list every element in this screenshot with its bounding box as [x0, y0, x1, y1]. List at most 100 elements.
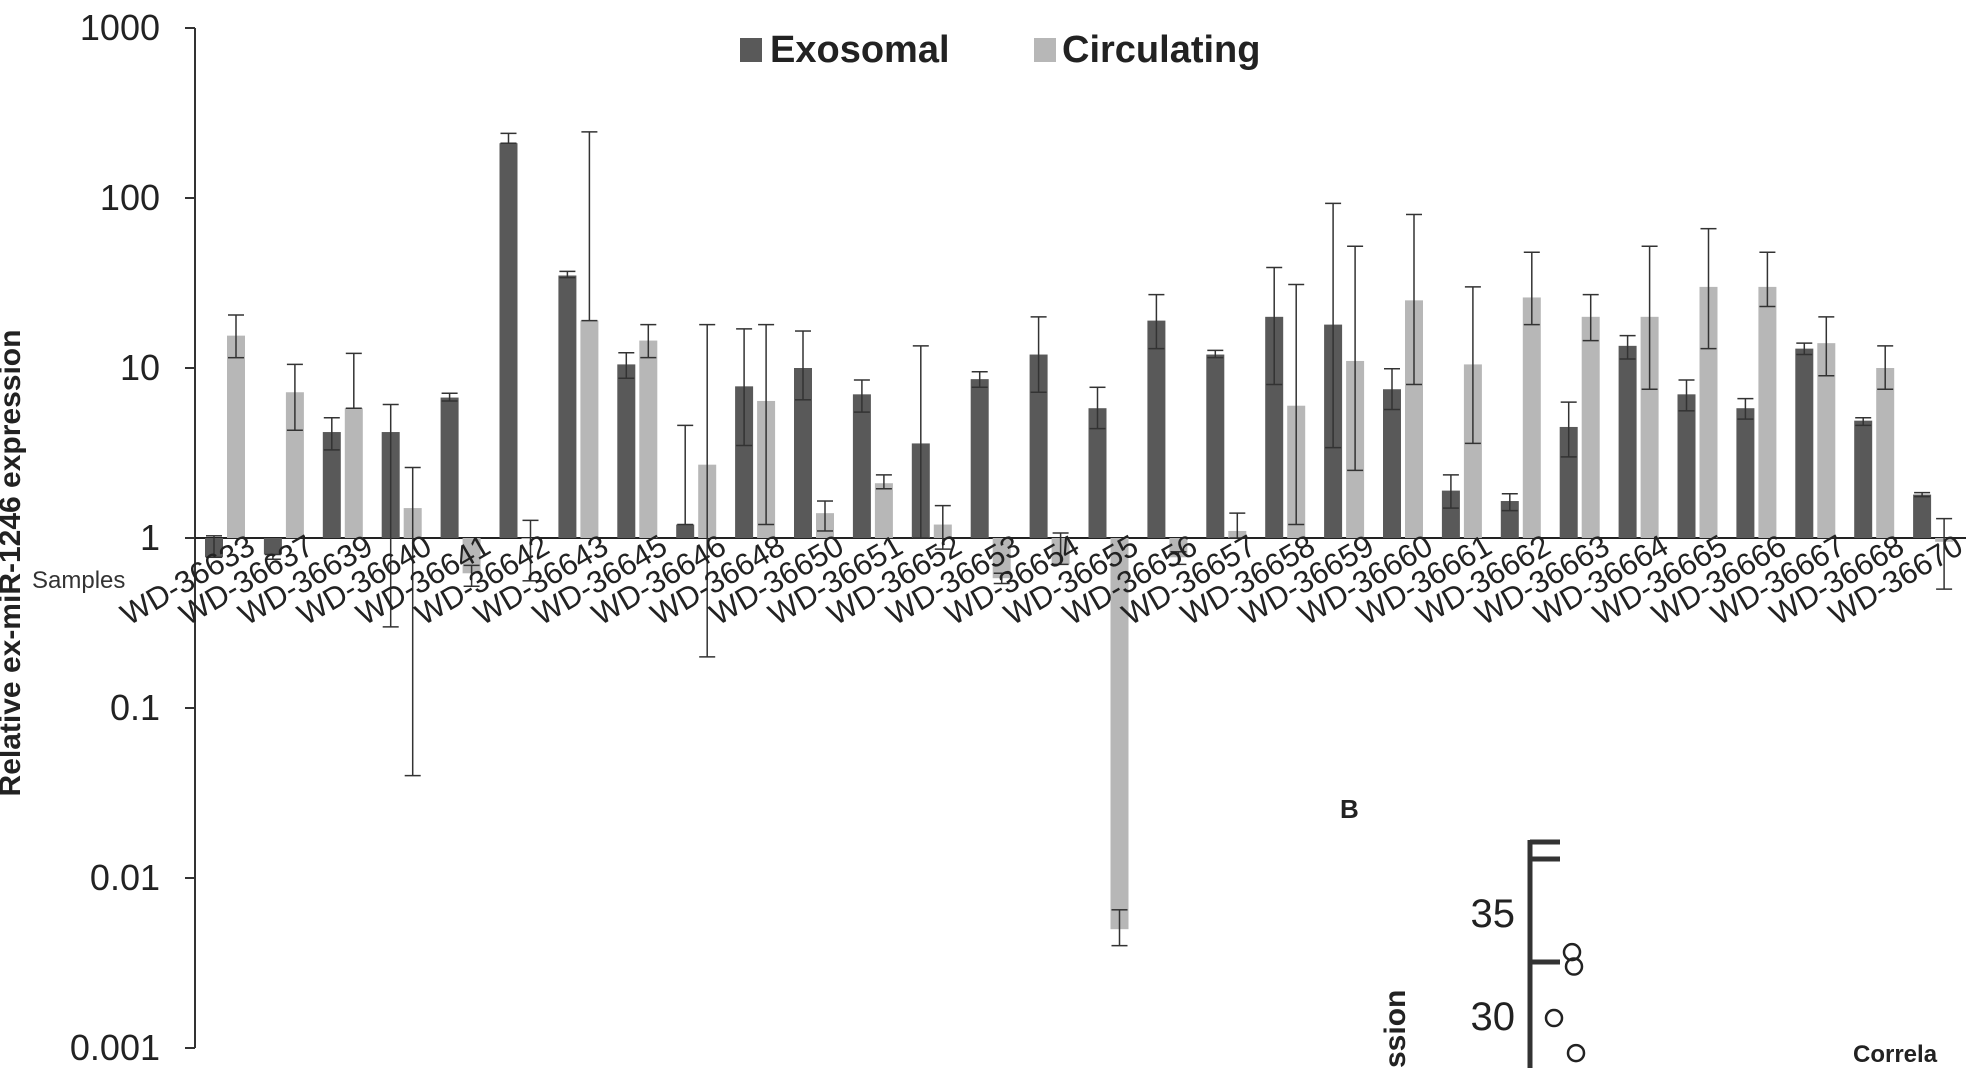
legend-swatch-circulating — [1034, 38, 1056, 62]
panel-b-tick-label: 30 — [1471, 995, 1516, 1039]
error-bar — [758, 323, 775, 526]
legend: Exosomal Circulating — [740, 29, 1260, 71]
error-bar — [1442, 474, 1459, 509]
exosomal-bar — [499, 143, 518, 538]
panel-b: B 30 35 ssion Correla — [1340, 794, 1938, 1068]
y-tick-label: 10 — [120, 347, 160, 388]
x-axis-title: Samples — [32, 567, 125, 594]
error-bar — [1384, 367, 1400, 411]
exosomal-bar — [1206, 354, 1225, 538]
error-bar — [1619, 334, 1636, 360]
y-tick-label: 0.01 — [90, 857, 160, 898]
circulating-bar — [1876, 368, 1895, 538]
error-bar — [286, 363, 303, 432]
exosomal-bar — [794, 368, 812, 538]
exosomal-bar — [1795, 348, 1814, 538]
error-bar — [1347, 245, 1364, 472]
circulating-bar — [1463, 364, 1482, 538]
error-bar — [581, 131, 598, 322]
exosomal-bar — [558, 275, 577, 538]
error-bar — [795, 330, 811, 401]
panel-b-ticks: 30 35 — [1471, 856, 1560, 1039]
panel-b-points — [1544, 942, 1586, 1063]
error-bar — [1089, 386, 1106, 430]
error-bars — [206, 131, 1953, 947]
error-bar — [1229, 512, 1246, 539]
circulating-bar — [1758, 286, 1777, 538]
error-bar — [934, 504, 951, 550]
error-bar — [875, 474, 892, 490]
error-bar — [441, 392, 458, 402]
error-bar — [1111, 909, 1128, 947]
circulating-bar — [285, 392, 304, 538]
exosomal-bar — [1854, 420, 1873, 538]
error-bar — [206, 535, 222, 559]
y-axis-ticks: 0.001 0.01 0.1 1 10 100 1000 — [70, 7, 195, 1068]
error-bar — [971, 371, 988, 389]
error-bar — [1523, 251, 1540, 326]
error-bar — [382, 403, 399, 628]
error-bar — [817, 500, 833, 532]
x-tick-labels: WD-36633WD-36637WD-36639WD-36640WD-36641… — [115, 528, 1966, 632]
error-bar — [1678, 379, 1695, 412]
panel-b-point — [1564, 957, 1584, 976]
circulating-bar — [1581, 316, 1600, 538]
error-bar — [1560, 401, 1577, 458]
error-bar — [323, 416, 340, 451]
error-bar — [264, 553, 281, 560]
circulating-bar — [639, 340, 658, 538]
circulating-bar — [1405, 300, 1423, 538]
exosomal-bar — [970, 379, 989, 538]
error-bar — [345, 352, 362, 409]
error-bar — [1796, 342, 1813, 356]
error-bar — [912, 345, 929, 539]
circulating-bar — [874, 483, 893, 538]
error-bar — [522, 519, 539, 582]
error-bar — [559, 270, 576, 279]
legend-label-circulating: Circulating — [1062, 29, 1260, 71]
y-tick-label: 1 — [140, 517, 160, 558]
error-bar — [1148, 293, 1165, 350]
exosomal-bar — [322, 432, 341, 538]
y-tick-label: 0.001 — [70, 1027, 160, 1068]
error-bar — [1914, 491, 1931, 498]
error-bar — [1818, 316, 1835, 377]
error-bar — [1207, 349, 1224, 359]
error-bar — [1759, 251, 1776, 308]
error-bar — [1030, 316, 1047, 394]
circulating-bar — [580, 320, 599, 538]
error-bar — [1266, 266, 1283, 386]
circulating-bar — [1640, 316, 1659, 538]
error-bar — [853, 379, 870, 413]
panel-b-label: B — [1340, 794, 1359, 824]
exosomal-bar — [1029, 354, 1048, 538]
error-bar — [1406, 213, 1422, 386]
exosomal-bar — [263, 538, 282, 555]
panel-b-y-title-fragment: ssion — [1379, 990, 1412, 1068]
error-bar — [1325, 202, 1342, 449]
error-bar — [1641, 245, 1658, 390]
error-bar — [1700, 227, 1717, 350]
error-bar — [463, 564, 480, 588]
error-bar — [1052, 532, 1069, 566]
circulating-bar — [1699, 286, 1718, 538]
exosomal-bar — [440, 397, 459, 538]
y-axis-title: Relative ex-miR-1246 expression — [0, 330, 27, 797]
error-bar — [618, 351, 635, 380]
error-bar — [736, 328, 753, 447]
error-bar — [404, 466, 421, 777]
exosomal-bar — [1913, 494, 1932, 538]
error-bar — [1855, 416, 1872, 427]
exosomal-bar — [852, 394, 871, 538]
exosomal-bar — [1736, 408, 1755, 538]
legend-swatch-exosomal — [740, 38, 762, 62]
exosomal-bar — [1559, 426, 1578, 538]
error-bar — [228, 314, 244, 359]
error-bar — [1877, 345, 1894, 390]
error-bar — [1170, 551, 1187, 566]
exosomal-bar — [676, 524, 695, 538]
panel-b-point — [1562, 942, 1582, 962]
panel-b-tick-label: 35 — [1471, 892, 1516, 936]
error-bar — [640, 323, 657, 359]
panel-b-title-fragment: Correla — [1853, 1041, 1938, 1068]
